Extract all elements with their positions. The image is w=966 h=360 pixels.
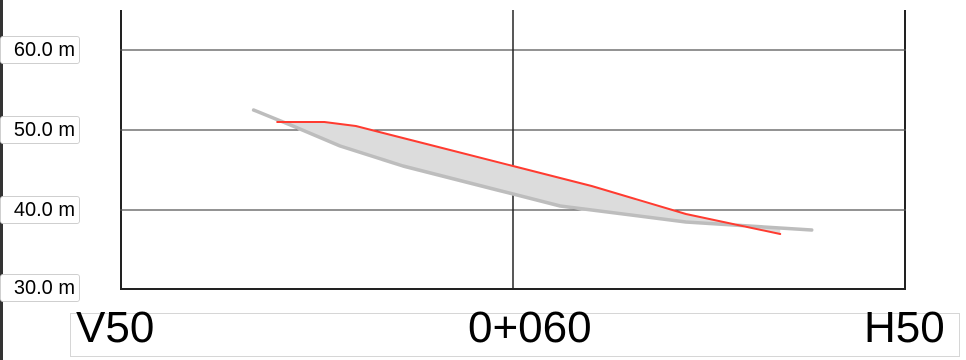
y-tick-label-60: 60.0 m: [0, 36, 80, 64]
x-tick-label-right: H50: [864, 303, 945, 352]
y-tick-label-30: 30.0 m: [0, 274, 80, 302]
x-axis-label-bar: [70, 313, 960, 357]
y-tick-label-50: 50.0 m: [0, 116, 80, 144]
terrain-profile-line: [251, 108, 814, 232]
cut-fill-area: [277, 119, 781, 234]
design-profile-line: [276, 121, 782, 235]
profile-plot-area: [120, 10, 906, 290]
profile-chart: [120, 10, 906, 290]
x-tick-label-left: V50: [76, 303, 155, 352]
x-tick-label-center: 0+060: [468, 303, 592, 352]
window-edge: [0, 0, 3, 360]
y-tick-label-40: 40.0 m: [0, 196, 80, 224]
